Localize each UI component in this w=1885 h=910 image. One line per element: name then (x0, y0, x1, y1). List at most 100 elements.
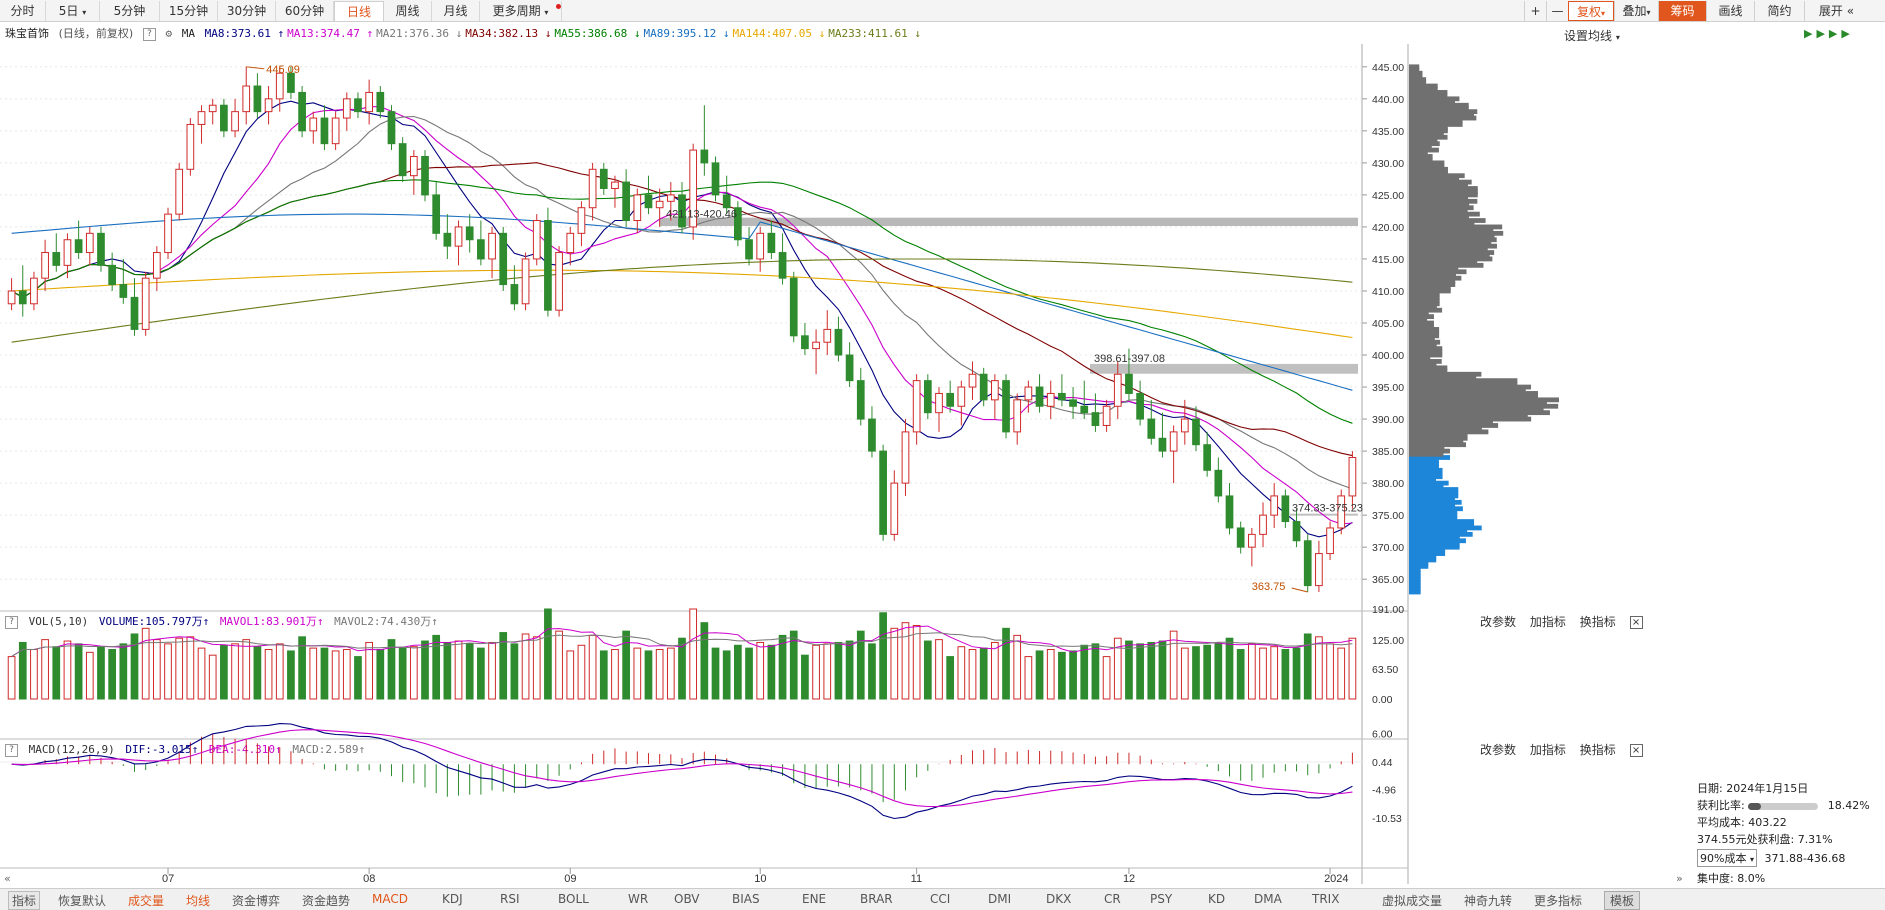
macd-edit-params[interactable]: 改参数 (1480, 743, 1517, 757)
chip-bar (1409, 483, 1444, 489)
candle-body (756, 232, 765, 260)
fuquan-button[interactable]: 复权▾ (1568, 1, 1614, 21)
indicator-tab[interactable]: 恢复默认 (58, 894, 107, 908)
indicator-tab[interactable]: OBV (674, 892, 700, 906)
indicator-tab[interactable]: 模板 (1604, 891, 1641, 910)
indicator-tab[interactable]: DMI (988, 892, 1012, 906)
indicator-tab[interactable]: ENE (802, 892, 827, 906)
candle-body (1303, 540, 1312, 587)
period-tab-daily[interactable]: 日线 (334, 1, 384, 21)
chip-bar (1409, 147, 1439, 153)
kline-chart[interactable]: 445.00 440.00 435.00 430.00 425.00 420.00 415.… (0, 44, 1885, 888)
volume-bar (141, 627, 150, 700)
period-tab-weekly[interactable]: 周线 (384, 1, 432, 21)
indicator-tab[interactable]: CCI (930, 892, 951, 906)
chip-bar (1409, 272, 1456, 278)
zoom-in-button[interactable]: + (1524, 1, 1546, 21)
macd-close-icon[interactable]: × (1629, 744, 1643, 757)
chip-bar (1409, 157, 1433, 163)
period-tab-30min[interactable]: 30分钟 (218, 1, 276, 21)
price-axis-label: 405.00 (1372, 318, 1404, 330)
indicator-tab[interactable]: 均线 (186, 894, 211, 908)
simple-mode-button[interactable]: 简约 (1754, 1, 1804, 21)
period-tab-5min[interactable]: 5分钟 (100, 1, 160, 21)
indicator-tab[interactable]: BOLL (558, 892, 589, 906)
draw-line-button[interactable]: 画线 (1706, 1, 1754, 21)
macd-add-indicator[interactable]: 加指标 (1529, 743, 1566, 757)
period-tab-more[interactable]: 更多周期 ▾ (480, 1, 562, 21)
indicator-tab[interactable]: WR (628, 892, 649, 906)
indicator-tab[interactable]: MACD (372, 892, 408, 906)
indicator-tab[interactable]: 虚拟成交量 (1382, 894, 1443, 908)
help-icon[interactable]: ? (142, 27, 156, 41)
indicator-tab[interactable]: BRAR (860, 892, 893, 906)
period-tab-fenshi[interactable]: 分时 (0, 1, 46, 21)
ma-settings-link[interactable]: 设置均线 ▾ (1564, 27, 1620, 44)
moving-averages (11, 100, 1353, 538)
volume-switch-indicator[interactable]: 换指标 (1579, 615, 1616, 629)
volume-axis-label: 191.00 (1372, 604, 1404, 616)
macd-switch-indicator[interactable]: 换指标 (1579, 743, 1616, 757)
volume-bar (354, 656, 362, 700)
macd-help-icon[interactable]: ? (5, 743, 18, 757)
chip-bar (1409, 541, 1460, 547)
period-tab-15min[interactable]: 15分钟 (160, 1, 218, 21)
price-axis-label: 440.00 (1372, 94, 1404, 106)
period-tab-60min[interactable]: 60分钟 (276, 1, 334, 21)
indicator-tab[interactable]: DMA (1254, 892, 1282, 906)
chip-bar (1409, 410, 1550, 416)
indicator-tab[interactable]: KDJ (442, 892, 463, 906)
chip-bar (1409, 381, 1518, 387)
expand-button[interactable]: 展开 « (1804, 1, 1868, 21)
period-tab-5day[interactable]: 5日 ▾ (46, 1, 100, 21)
candle-body (566, 232, 575, 254)
indicator-tab[interactable]: PSY (1150, 892, 1173, 906)
indicator-tab[interactable]: RSI (500, 892, 520, 906)
indicator-tab[interactable]: KD (1208, 892, 1226, 906)
candle-body (342, 98, 351, 119)
indicator-tab[interactable]: 资金趋势 (302, 894, 351, 908)
indicator-tab[interactable]: 指标 (8, 891, 41, 910)
indicator-tab[interactable]: CR (1104, 892, 1121, 906)
indicator-tab[interactable]: 更多指标 (1534, 894, 1583, 908)
chip-bar (1409, 419, 1493, 425)
candlesticks (7, 66, 1357, 592)
indicator-tab[interactable]: 成交量 (128, 894, 165, 908)
candle-body (443, 232, 452, 247)
period-tab-monthly[interactable]: 月线 (432, 1, 480, 21)
overlay-button[interactable]: 叠加▾ (1614, 1, 1658, 21)
volume-bar (1058, 651, 1066, 700)
candle-body (30, 277, 38, 305)
chip-distribution-button[interactable]: 筹码 (1658, 1, 1706, 21)
chip-bar (1409, 435, 1468, 441)
chip-bar (1409, 413, 1528, 419)
gear-icon[interactable]: ⚙ (165, 27, 173, 40)
cost-percent-select[interactable]: 90%成本 ▾ (1697, 849, 1757, 867)
indicator-tab[interactable]: DKX (1046, 892, 1072, 906)
indicator-tab[interactable]: 神奇九转 (1464, 894, 1513, 908)
chip-bar (1409, 275, 1462, 281)
volume-bar (52, 646, 61, 700)
chip-bar (1409, 138, 1438, 143)
candle-body (164, 213, 172, 254)
zoom-out-button[interactable]: — (1546, 1, 1568, 21)
flag-icons[interactable]: ▶▶▶▶ (1804, 27, 1854, 40)
caret-down-icon: ▾ (82, 8, 87, 17)
candle-body (722, 194, 731, 209)
indicator-tab[interactable]: TRIX (1312, 892, 1340, 906)
month-label: 12 (1123, 873, 1135, 885)
volume-bar (1080, 644, 1089, 700)
volume-bar (1125, 640, 1133, 700)
chip-bar (1409, 375, 1477, 380)
volume-bar (879, 612, 887, 700)
volume-add-indicator[interactable]: 加指标 (1529, 615, 1566, 629)
indicator-tab[interactable]: 资金博弈 (232, 894, 281, 908)
caret-down-icon: ▾ (1601, 9, 1606, 18)
candle-body (1002, 380, 1010, 433)
volume-help-icon[interactable]: ? (5, 615, 18, 629)
volume-edit-params[interactable]: 改参数 (1480, 615, 1517, 629)
indicator-tab[interactable]: BIAS (732, 892, 760, 906)
chip-bar (1409, 99, 1455, 105)
volume-close-icon[interactable]: × (1629, 616, 1643, 629)
chip-bar (1409, 333, 1440, 339)
